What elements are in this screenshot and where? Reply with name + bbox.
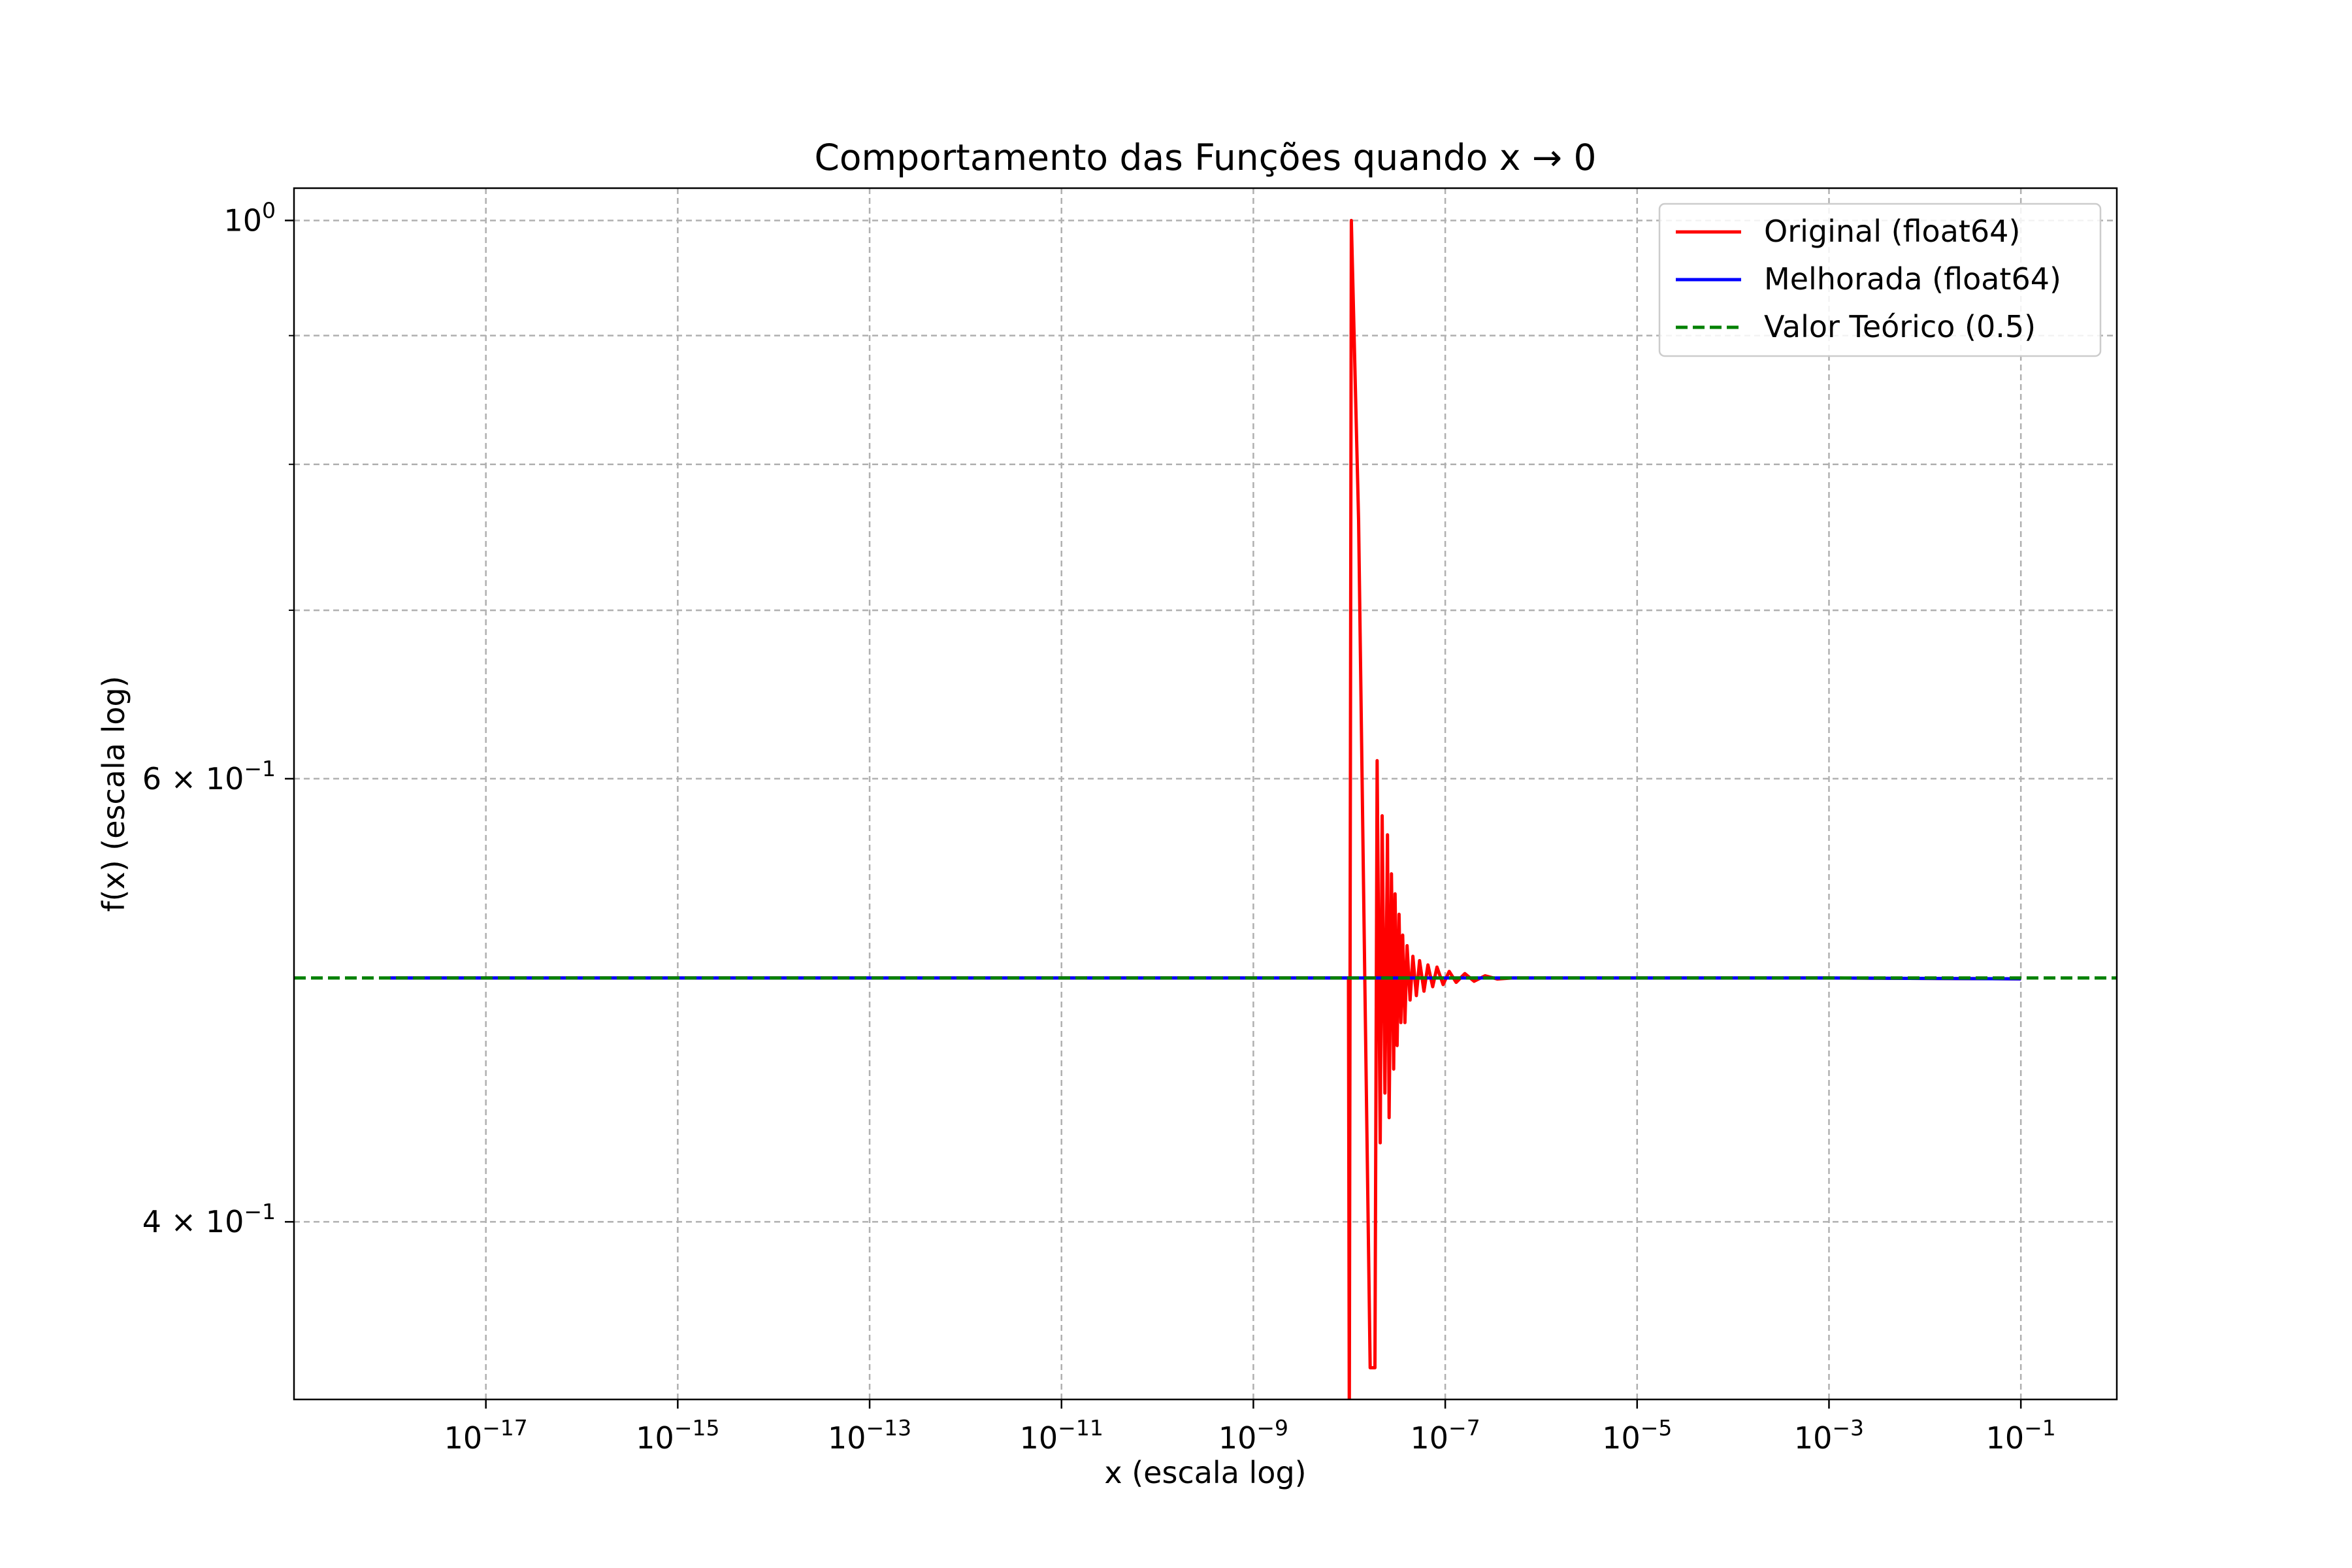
- plot-frame: [293, 187, 2118, 1401]
- y-tick-label: 6 × 10−1: [142, 756, 276, 796]
- chart-title: Comportamento das Funções quando x → 0: [815, 137, 1597, 178]
- x-tick-label: 10−15: [636, 1415, 719, 1456]
- x-tick-label: 10−5: [1602, 1415, 1672, 1456]
- x-tick-label: 10−9: [1218, 1415, 1288, 1456]
- series-lines: [294, 218, 2117, 1399]
- legend-label-teorico: Valor Teórico (0.5): [1764, 309, 2036, 344]
- x-axis-ticks: 10−17 10−15 10−13 10−11 10−9 10−7 10−5 10−3 10−1: [444, 1399, 2056, 1456]
- grid-lines: [294, 188, 2117, 1399]
- legend-box: [1658, 203, 2102, 357]
- x-tick-label: 10−11: [1020, 1415, 1103, 1456]
- x-tick-label: 10−3: [1794, 1415, 1864, 1456]
- x-tick-label: 10−1: [1986, 1415, 2056, 1456]
- legend: Original (float64) Melhorada (float64) V…: [1658, 203, 2102, 357]
- y-axis-label: f(x) (escala log): [96, 676, 131, 911]
- legend-label-original: Original (float64): [1764, 214, 2020, 249]
- x-tick-label: 10−13: [828, 1415, 911, 1456]
- y-tick-label: 100: [223, 197, 276, 238]
- series-original: [389, 218, 2021, 1399]
- y-tick-label: 4 × 10−1: [142, 1199, 276, 1239]
- x-tick-label: 10−17: [444, 1415, 528, 1456]
- x-tick-label: 10−7: [1411, 1415, 1480, 1456]
- y-axis-ticks: 100 6 × 10−1 4 × 10−1: [142, 197, 294, 1239]
- legend-label-melhorada: Melhorada (float64): [1764, 261, 2061, 297]
- x-axis-label: x (escala log): [1104, 1455, 1306, 1490]
